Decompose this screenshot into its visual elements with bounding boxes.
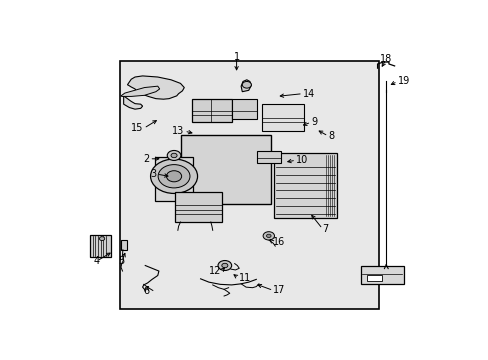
Polygon shape [241, 80, 251, 92]
Text: 6: 6 [143, 286, 149, 296]
Text: 2: 2 [143, 154, 149, 164]
Bar [257, 151, 280, 163]
Circle shape [166, 171, 181, 182]
Text: 18: 18 [379, 54, 391, 64]
Bar [90, 235, 111, 257]
Text: 14: 14 [302, 89, 315, 99]
Polygon shape [123, 96, 142, 109]
Circle shape [167, 150, 181, 161]
Text: 1: 1 [233, 52, 239, 62]
Text: 17: 17 [273, 285, 285, 296]
Circle shape [218, 261, 231, 270]
Polygon shape [127, 76, 184, 99]
Text: 5: 5 [119, 256, 124, 266]
Bar [262, 104, 303, 131]
Bar [232, 99, 257, 120]
Bar [274, 153, 336, 218]
Bar [180, 135, 271, 204]
Bar [366, 275, 382, 281]
Bar [155, 157, 193, 201]
Circle shape [266, 234, 270, 238]
Circle shape [158, 165, 189, 188]
Text: 19: 19 [397, 76, 409, 86]
Circle shape [222, 263, 227, 268]
Polygon shape [121, 86, 159, 96]
Text: 4: 4 [93, 256, 99, 266]
Text: 13: 13 [172, 126, 184, 136]
Text: 12: 12 [209, 266, 221, 276]
Bar [121, 240, 127, 250]
Text: 11: 11 [238, 273, 250, 283]
Bar [175, 192, 222, 222]
Circle shape [150, 159, 197, 193]
Text: 15: 15 [131, 123, 143, 133]
Text: 16: 16 [272, 237, 285, 247]
Text: 7: 7 [322, 224, 328, 234]
Circle shape [242, 81, 251, 88]
Bar [360, 266, 403, 284]
Text: 9: 9 [311, 117, 317, 127]
Bar [191, 99, 231, 122]
Circle shape [263, 232, 274, 240]
Bar [120, 61, 379, 309]
Circle shape [171, 153, 177, 158]
Circle shape [99, 237, 104, 240]
Text: 3: 3 [150, 169, 156, 179]
Text: 8: 8 [327, 131, 334, 141]
Text: 10: 10 [296, 155, 308, 165]
